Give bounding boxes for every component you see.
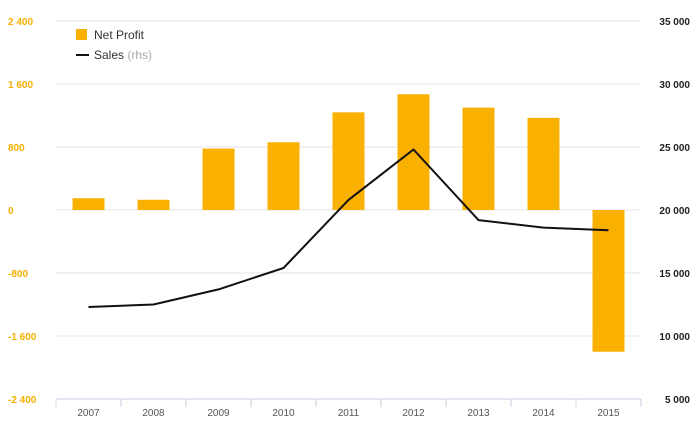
x-tick-label: 2013	[467, 408, 490, 419]
left-tick-label: 2 400	[8, 17, 33, 28]
x-tick-label: 2012	[402, 408, 425, 419]
net-profit-bars	[72, 94, 625, 352]
legend: Net Profit Sales (rhs)	[76, 28, 152, 62]
right-tick-label: 15 000	[659, 269, 690, 280]
right-tick-label: 5 000	[665, 395, 690, 406]
x-tick-label: 2014	[532, 408, 555, 419]
x-axis: 2007 2008 2009 2010 2011 2012 2013 2014 2015	[55, 398, 642, 419]
left-tick-label: 1 600	[8, 80, 33, 91]
legend-sales-note: (rhs)	[127, 48, 152, 62]
x-tick-label: 2008	[142, 408, 165, 419]
net-profit-bar	[332, 112, 365, 210]
net-profit-bar	[202, 148, 235, 210]
x-tick-label: 2009	[207, 408, 230, 419]
right-axis: 5 000 10 000 15 000 20 000 25 000 30 000 35 00…	[659, 17, 690, 406]
net-profit-bar	[267, 142, 300, 210]
net-profit-bar	[462, 107, 495, 210]
legend-label-sales: Sales (rhs)	[94, 48, 152, 62]
net-profit-bar	[137, 199, 170, 210]
right-tick-label: 25 000	[659, 143, 690, 154]
legend-label-net-profit: Net Profit	[94, 28, 145, 42]
net-profit-bar	[397, 94, 430, 210]
net-profit-bar	[592, 210, 625, 352]
right-tick-label: 30 000	[659, 80, 690, 91]
x-tick-label: 2015	[597, 408, 620, 419]
right-tick-label: 20 000	[659, 206, 690, 217]
left-tick-label: -2 400	[8, 395, 37, 406]
left-tick-label: 0	[8, 206, 14, 217]
x-tick-label: 2010	[272, 408, 295, 419]
right-tick-label: 35 000	[659, 17, 690, 28]
x-tick-label: 2011	[338, 408, 360, 419]
left-tick-label: 800	[8, 143, 25, 154]
left-tick-label: -1 600	[8, 332, 37, 343]
legend-sales-name: Sales	[94, 48, 124, 62]
net-profit-bar	[72, 198, 105, 210]
right-tick-label: 10 000	[659, 332, 690, 343]
left-tick-label: -800	[8, 269, 28, 280]
sales-line-series	[88, 148, 609, 308]
left-axis: -2 400 -1 600 -800 0 800 1 600 2 400	[8, 17, 37, 406]
x-tick-label: 2007	[77, 408, 100, 419]
net-profit-bar	[527, 117, 560, 210]
legend-swatch-net-profit	[76, 29, 87, 40]
sales-line	[88, 148, 609, 308]
